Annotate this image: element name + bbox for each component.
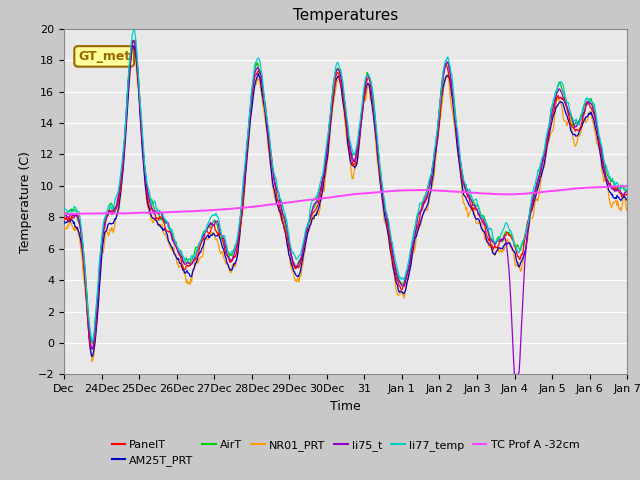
X-axis label: Time: Time — [330, 400, 361, 413]
Text: GT_met: GT_met — [78, 50, 131, 63]
Legend: PanelT, AM25T_PRT, AirT, NR01_PRT, li75_t, li77_temp, TC Prof A -32cm: PanelT, AM25T_PRT, AirT, NR01_PRT, li75_… — [107, 435, 584, 470]
Y-axis label: Temperature (C): Temperature (C) — [19, 151, 32, 252]
Title: Temperatures: Temperatures — [293, 9, 398, 24]
